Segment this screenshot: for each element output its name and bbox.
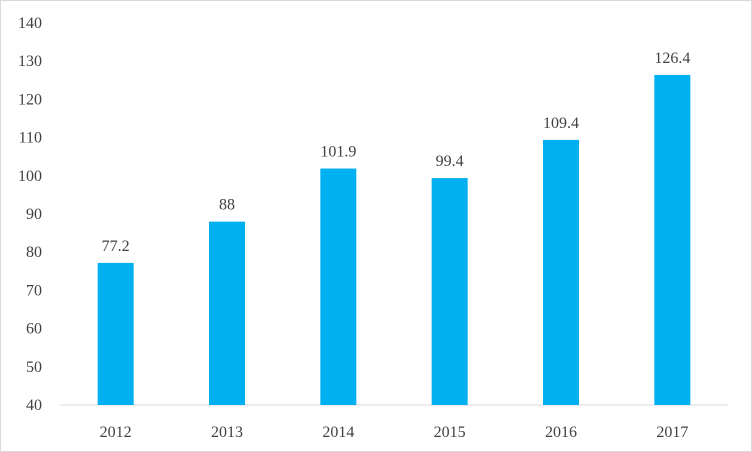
data-label: 77.2 bbox=[102, 238, 130, 255]
data-label: 109.4 bbox=[543, 115, 579, 132]
y-tick-label: 110 bbox=[19, 130, 42, 147]
bar-2014 bbox=[320, 168, 357, 405]
data-label: 99.4 bbox=[436, 153, 464, 170]
y-tick-label: 70 bbox=[26, 282, 42, 299]
y-tick-label: 140 bbox=[18, 15, 42, 32]
data-label: 88 bbox=[219, 197, 235, 214]
x-tick-label: 2017 bbox=[656, 424, 688, 441]
bar-2016 bbox=[543, 139, 579, 405]
bar-2017 bbox=[654, 74, 691, 406]
x-tick-label: 2014 bbox=[322, 424, 354, 441]
x-tick-label: 2013 bbox=[211, 424, 243, 441]
bar-2012 bbox=[97, 262, 134, 405]
y-tick-label: 50 bbox=[26, 359, 42, 376]
y-tick-label: 90 bbox=[26, 206, 42, 223]
y-tick-label: 100 bbox=[18, 168, 42, 185]
bar-2013 bbox=[209, 221, 245, 405]
y-tick-label: 60 bbox=[26, 321, 42, 338]
x-tick-label: 2012 bbox=[100, 424, 132, 441]
data-label: 126.4 bbox=[654, 50, 690, 67]
y-tick-label: 120 bbox=[18, 91, 42, 108]
x-tick-label: 2015 bbox=[434, 424, 466, 441]
data-label: 101.9 bbox=[320, 144, 356, 161]
y-tick-label: 40 bbox=[26, 397, 42, 414]
y-tick-label: 80 bbox=[26, 244, 42, 261]
x-tick-label: 2016 bbox=[545, 424, 577, 441]
bar-2015 bbox=[431, 178, 468, 405]
y-tick-label: 130 bbox=[18, 53, 42, 70]
